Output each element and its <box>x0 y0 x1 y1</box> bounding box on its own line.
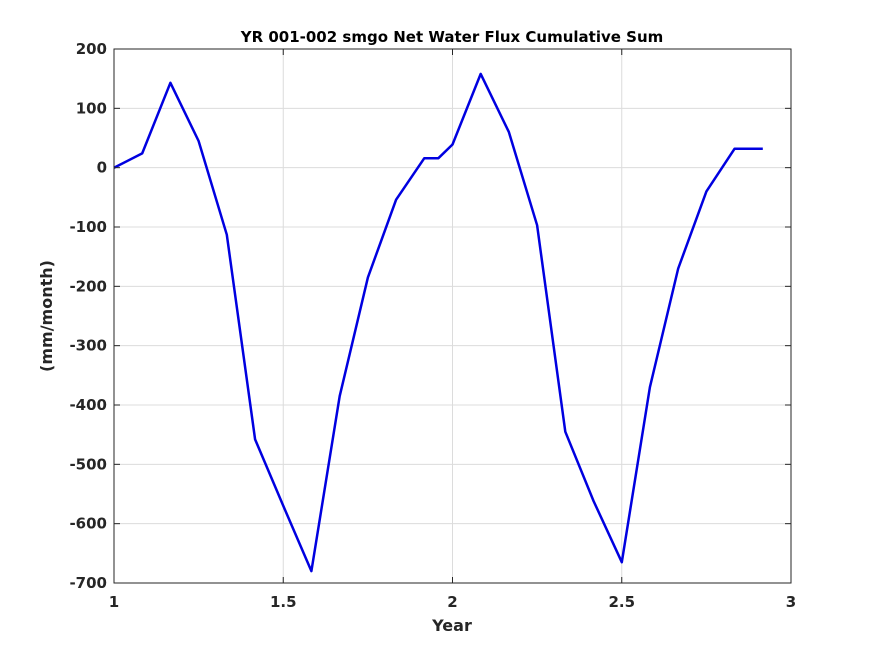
y-tick-label: -700 <box>69 574 107 592</box>
y-tick-label: -600 <box>69 515 107 533</box>
y-tick-label: 200 <box>76 40 107 58</box>
y-tick-label: -300 <box>69 337 107 355</box>
y-tick-label: -100 <box>69 218 107 236</box>
x-tick-label: 2 <box>447 593 457 611</box>
chart-title: YR 001-002 smgo Net Water Flux Cumulativ… <box>240 28 664 46</box>
series-line <box>113 72 763 573</box>
y-axis-ticks: 200 100 0 -100 -200 -300 -400 -500 -600 -700 <box>69 40 791 592</box>
y-tick-label: -500 <box>69 455 107 473</box>
y-tick-label: 0 <box>97 159 107 177</box>
y-tick-label: 100 <box>76 99 107 117</box>
y-tick-label: -200 <box>69 277 107 295</box>
y-axis-label: (mm/month) <box>37 260 56 372</box>
x-axis-ticks: 1 1.5 2 2.5 3 <box>109 49 796 611</box>
x-axis-label: Year <box>431 616 472 635</box>
x-tick-label: 1 <box>109 593 119 611</box>
x-tick-label: 1.5 <box>270 593 297 611</box>
series-group <box>113 72 763 573</box>
y-tick-label: -400 <box>69 396 107 414</box>
x-tick-label: 3 <box>786 593 796 611</box>
x-tick-label: 2.5 <box>608 593 635 611</box>
